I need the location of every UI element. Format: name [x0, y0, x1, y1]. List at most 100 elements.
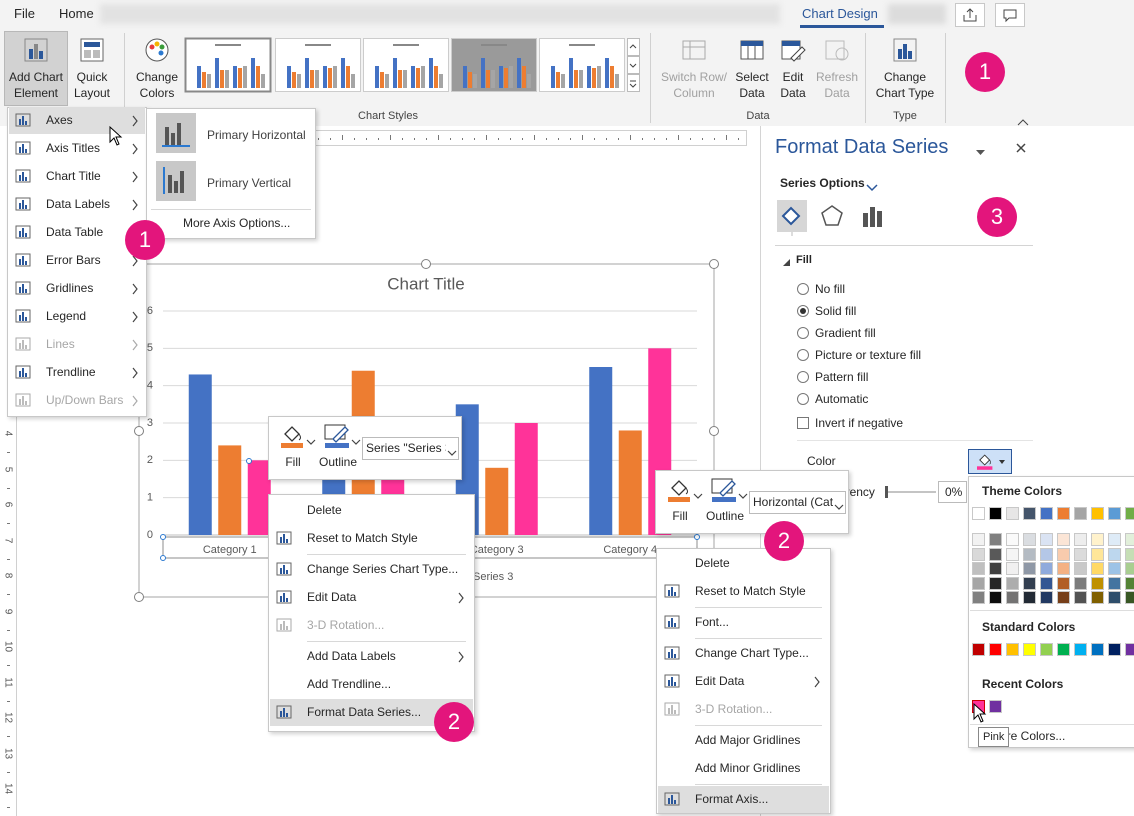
- theme-swatch[interactable]: [1125, 507, 1134, 520]
- menu-item[interactable]: Legend: [46, 309, 87, 323]
- color-button[interactable]: [968, 449, 1012, 474]
- tint-swatch[interactable]: [989, 562, 1002, 575]
- tint-swatch[interactable]: [1074, 591, 1087, 604]
- effects-tab[interactable]: [821, 205, 843, 227]
- tint-swatch[interactable]: [972, 562, 985, 575]
- recent-swatch[interactable]: [989, 700, 1002, 713]
- standard-swatch[interactable]: [1091, 643, 1104, 656]
- tint-swatch[interactable]: [989, 591, 1002, 604]
- tint-swatch[interactable]: [1108, 547, 1121, 561]
- menu-item[interactable]: Reset to Match Style: [695, 584, 806, 598]
- ribbon-tab[interactable]: File: [14, 6, 35, 21]
- menu-item[interactable]: Format Axis...: [695, 792, 769, 806]
- tint-swatch[interactable]: [1057, 562, 1070, 575]
- tint-swatch[interactable]: [1040, 576, 1053, 590]
- selection-dropdown[interactable]: Horizontal (Category) Axis: [749, 491, 846, 514]
- radio-button[interactable]: [797, 393, 809, 405]
- radio-label[interactable]: Gradient fill: [815, 326, 876, 340]
- ribbon-tab[interactable]: Home: [59, 6, 94, 21]
- radio-label[interactable]: No fill: [815, 282, 846, 296]
- ribbon-button[interactable]: Refresh Data: [815, 70, 859, 100]
- ribbon-button[interactable]: Add Chart Element: [8, 70, 64, 100]
- chart-style-thumbnail[interactable]: [275, 38, 361, 92]
- menu-item[interactable]: Change Series Chart Type...: [307, 562, 459, 576]
- menu-item[interactable]: Add Minor Gridlines: [695, 761, 801, 775]
- pane-tab[interactable]: Series Options: [780, 176, 865, 190]
- standard-swatch[interactable]: [989, 643, 1002, 656]
- standard-swatch[interactable]: [1125, 643, 1134, 656]
- menu-item[interactable]: Edit Data: [695, 674, 745, 688]
- menu-item[interactable]: Reset to Match Style: [307, 531, 418, 545]
- menu-item[interactable]: Primary Horizontal: [207, 128, 306, 142]
- mini-toolbar-button[interactable]: Outline: [318, 455, 358, 469]
- tint-swatch[interactable]: [989, 576, 1002, 590]
- menu-item[interactable]: Edit Data: [307, 590, 357, 604]
- tint-swatch[interactable]: [1023, 576, 1036, 590]
- menu-item[interactable]: Axes: [46, 113, 73, 127]
- radio-button[interactable]: [797, 349, 809, 361]
- radio-button[interactable]: [797, 305, 809, 317]
- fill-line-tab[interactable]: [777, 200, 807, 236]
- theme-swatch[interactable]: [972, 507, 985, 520]
- standard-swatch[interactable]: [1040, 643, 1053, 656]
- tint-swatch[interactable]: [1108, 533, 1121, 546]
- theme-swatch[interactable]: [1074, 507, 1087, 520]
- tint-swatch[interactable]: [1074, 533, 1087, 546]
- comments-button[interactable]: [995, 3, 1025, 27]
- menu-item[interactable]: Add Data Labels: [307, 649, 396, 663]
- standard-swatch[interactable]: [972, 643, 985, 656]
- tint-swatch[interactable]: [972, 576, 985, 590]
- theme-swatch[interactable]: [1057, 507, 1070, 520]
- tint-swatch[interactable]: [1091, 576, 1104, 590]
- chart-style-thumbnail[interactable]: [363, 38, 449, 92]
- standard-swatch[interactable]: [1108, 643, 1121, 656]
- menu-item[interactable]: Error Bars: [46, 253, 101, 267]
- theme-swatch[interactable]: [1091, 507, 1104, 520]
- checkbox-label[interactable]: Invert if negative: [815, 416, 904, 430]
- tint-swatch[interactable]: [1125, 591, 1134, 604]
- menu-item[interactable]: Format Data Series...: [307, 705, 422, 719]
- menu-item[interactable]: Data Table: [46, 225, 104, 239]
- tint-swatch[interactable]: [1125, 562, 1134, 575]
- tint-swatch[interactable]: [1091, 533, 1104, 546]
- tint-swatch[interactable]: [989, 533, 1002, 546]
- tint-swatch[interactable]: [1057, 547, 1070, 561]
- tint-swatch[interactable]: [1108, 591, 1121, 604]
- standard-swatch[interactable]: [1074, 643, 1087, 656]
- checkbox[interactable]: [797, 417, 809, 429]
- radio-label[interactable]: Automatic: [815, 392, 869, 406]
- tint-swatch[interactable]: [972, 591, 985, 604]
- tint-swatch[interactable]: [989, 547, 1002, 561]
- mini-toolbar-button[interactable]: Fill: [672, 509, 688, 523]
- transparency-slider[interactable]: [884, 484, 938, 500]
- mini-toolbar-button[interactable]: Outline: [705, 509, 745, 523]
- selection-dropdown[interactable]: Series "Series 3": [362, 437, 459, 460]
- ribbon-button[interactable]: Select Data: [735, 70, 769, 100]
- theme-swatch[interactable]: [1023, 507, 1036, 520]
- transparency-input[interactable]: 0%: [938, 481, 967, 503]
- mini-toolbar-button[interactable]: Fill: [285, 455, 301, 469]
- tint-swatch[interactable]: [1074, 547, 1087, 561]
- menu-item[interactable]: Gridlines: [46, 281, 94, 295]
- menu-item[interactable]: Add Major Gridlines: [695, 733, 801, 747]
- tint-swatch[interactable]: [1057, 576, 1070, 590]
- tint-swatch[interactable]: [1108, 576, 1121, 590]
- menu-item[interactable]: Delete: [307, 503, 342, 517]
- theme-swatch[interactable]: [989, 507, 1002, 520]
- tint-swatch[interactable]: [1006, 533, 1019, 546]
- menu-item[interactable]: Font...: [695, 615, 730, 629]
- tint-swatch[interactable]: [1040, 533, 1053, 546]
- chart-style-thumbnail[interactable]: [451, 38, 537, 92]
- radio-button[interactable]: [797, 283, 809, 295]
- menu-item[interactable]: Chart Title: [46, 169, 101, 183]
- menu-item[interactable]: More Axis Options...: [183, 216, 291, 230]
- pane-close[interactable]: [1016, 142, 1026, 153]
- tint-swatch[interactable]: [1023, 547, 1036, 561]
- ribbon-button[interactable]: Quick Layout: [73, 70, 111, 100]
- tint-swatch[interactable]: [1040, 562, 1053, 575]
- radio-label[interactable]: Solid fill: [815, 304, 857, 318]
- radio-button[interactable]: [797, 327, 809, 339]
- tint-swatch[interactable]: [1006, 576, 1019, 590]
- menu-item[interactable]: Change Chart Type...: [695, 646, 809, 660]
- series-options-tab[interactable]: [862, 205, 882, 227]
